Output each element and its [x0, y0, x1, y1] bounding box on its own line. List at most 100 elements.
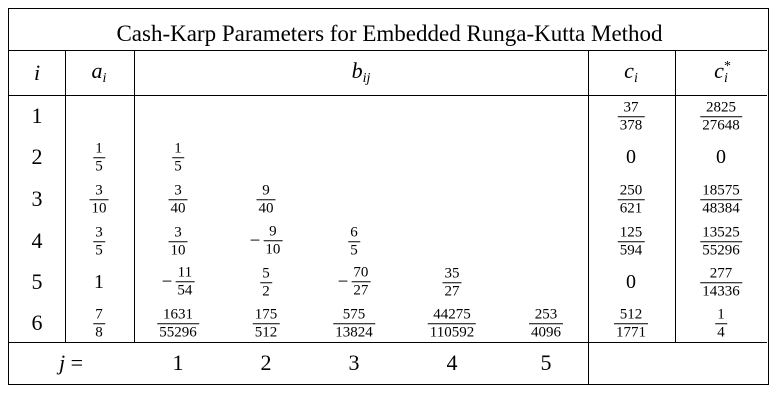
fraction-denominator: 2: [260, 282, 272, 299]
c-star-value: 2825 27648: [700, 98, 742, 134]
fraction: 2825 27648: [700, 99, 742, 134]
fraction-numerator: 3: [174, 224, 182, 241]
fraction-denominator: 4096: [529, 323, 563, 340]
fraction-denominator: 48384: [700, 199, 742, 216]
fraction-denominator: 10: [263, 240, 283, 257]
fraction-denominator: 55296: [157, 323, 199, 340]
fraction-numerator: 1: [717, 306, 725, 323]
b-value: 575 13824: [333, 305, 375, 341]
rule-after-i: [65, 50, 66, 342]
fraction: 3 10: [89, 182, 109, 217]
fraction-numerator: 3: [174, 182, 182, 199]
fraction-denominator: 1771: [614, 323, 648, 340]
c-value: 512 1771: [614, 305, 648, 341]
fraction-numerator: 11: [177, 264, 193, 281]
fraction-denominator: 110592: [427, 323, 477, 340]
fraction-numerator: 37: [623, 99, 639, 116]
footer-j-value: 2: [260, 350, 272, 375]
table-frame: Cash-Karp Parameters for Embedded Runga-…: [8, 8, 769, 385]
fraction: 175 512: [252, 306, 280, 341]
fraction-numerator: 1631: [163, 306, 193, 323]
fraction-denominator: 27: [442, 282, 462, 299]
c-value: 37 378: [617, 98, 645, 134]
rule-after-b: [588, 50, 589, 384]
b-value: 35 27: [442, 264, 462, 300]
fraction-numerator: 3: [95, 224, 103, 241]
minus-sign: −: [249, 230, 261, 252]
footer-j-value: 4: [446, 350, 458, 375]
rule-above-footer: [9, 342, 767, 343]
a-value: 1: [94, 272, 104, 292]
fraction: 3 40: [168, 182, 188, 217]
fraction-denominator: 8: [93, 323, 105, 340]
fraction: 125 594: [617, 224, 645, 259]
footer-j-value: 5: [540, 350, 552, 375]
rule-below-header: [9, 95, 767, 96]
row-index: 4: [31, 228, 43, 253]
fraction: 575 13824: [333, 306, 375, 341]
rule-below-title: [9, 50, 767, 51]
header-a: ai: [91, 58, 107, 86]
footer-j-label: j =: [58, 350, 84, 375]
fraction: 9 40: [256, 182, 276, 217]
fraction-numerator: 13525: [702, 224, 740, 241]
footer-j-value: 3: [348, 350, 360, 375]
fraction: 3 10: [168, 224, 188, 259]
c-value: 250 621: [617, 181, 645, 217]
b-value: −70 27: [338, 264, 371, 299]
fraction-denominator: 5: [348, 241, 360, 258]
fraction: 250 621: [617, 182, 645, 217]
c-value: 125 594: [617, 223, 645, 259]
fraction-numerator: 18575: [702, 182, 740, 199]
fraction-numerator: 6: [350, 224, 358, 241]
fraction-numerator: 9: [269, 223, 277, 240]
fraction-numerator: 512: [619, 306, 643, 323]
rule-after-a: [134, 50, 135, 342]
fraction: 9 10: [263, 223, 283, 258]
row-index: 2: [31, 144, 43, 169]
row-index: 6: [31, 310, 43, 335]
b-value: 253 4096: [529, 305, 563, 341]
row-index: 3: [31, 186, 43, 211]
fraction-denominator: 5: [93, 241, 105, 258]
fraction-denominator: 4: [715, 323, 727, 340]
header-i: i: [33, 60, 41, 85]
c-star-value: 18575 48384: [700, 181, 742, 217]
header-c-star: c*i: [714, 58, 731, 86]
fraction-denominator: 27648: [700, 116, 742, 133]
fraction-numerator: 277: [709, 265, 733, 282]
c-value: 0: [626, 272, 636, 292]
fraction-denominator: 40: [168, 199, 188, 216]
fraction-numerator: 5: [262, 265, 270, 282]
row-index: 1: [31, 103, 43, 128]
fraction-denominator: 10: [168, 241, 188, 258]
fraction: 253 4096: [529, 306, 563, 341]
fraction: 277 14336: [700, 265, 742, 300]
b-value: −11 54: [162, 264, 195, 299]
b-value: 175 512: [252, 305, 280, 341]
value-text: 0: [716, 146, 726, 168]
table-title: Cash-Karp Parameters for Embedded Runga-…: [116, 21, 663, 46]
fraction-numerator: 125: [619, 224, 643, 241]
value-text: 0: [626, 271, 636, 293]
fraction-denominator: 55296: [700, 241, 742, 258]
fraction: 18575 48384: [700, 182, 742, 217]
fraction-denominator: 378: [617, 116, 645, 133]
header-c: ci: [624, 58, 638, 86]
header-b: bij: [351, 58, 371, 86]
a-value: 3 10: [89, 181, 109, 217]
fraction-numerator: 1: [95, 140, 103, 157]
fraction-denominator: 594: [617, 241, 645, 258]
fraction: 70 27: [351, 264, 371, 299]
b-value: 9 40: [256, 181, 276, 217]
fraction-numerator: 70: [353, 264, 369, 281]
fraction-denominator: 40: [256, 199, 276, 216]
